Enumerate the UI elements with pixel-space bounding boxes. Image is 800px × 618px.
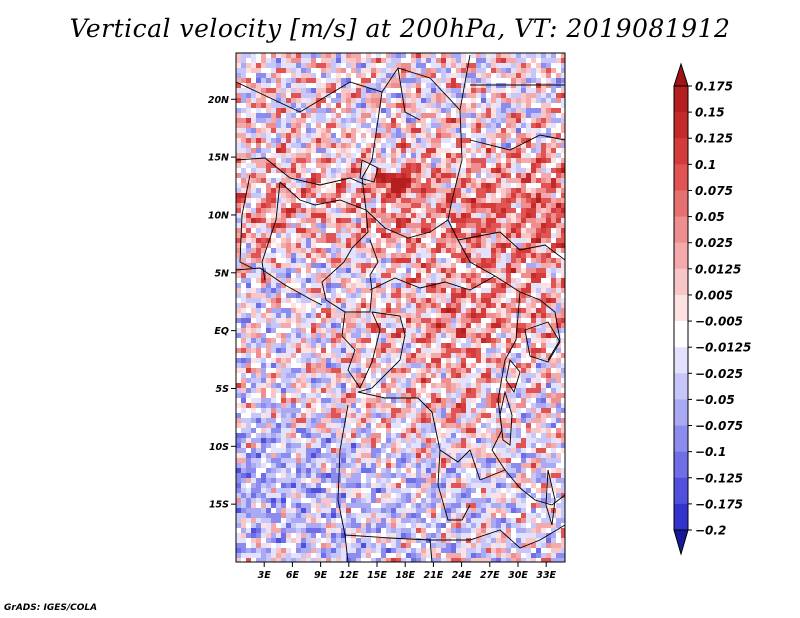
border-car-north bbox=[365, 209, 449, 239]
border-nigeria-cameroon bbox=[321, 209, 369, 301]
lat-tick-label: 5S bbox=[216, 384, 230, 395]
colorbar-segment bbox=[674, 138, 688, 165]
colorbar-label: 0.025 bbox=[695, 236, 733, 250]
border-lake-tanganyika bbox=[499, 390, 513, 446]
border-chad-sudan bbox=[447, 109, 521, 293]
colorbar-label: 0.125 bbox=[695, 132, 733, 146]
colorbar-label: 0.1 bbox=[695, 158, 716, 172]
colorbar-label: 0.05 bbox=[695, 210, 725, 224]
longitude-axis: 3E 6E 9E 12E 15E 18E 21E 24E 27E 30E 33E bbox=[258, 562, 557, 581]
lat-tick-label: 5N bbox=[214, 268, 229, 279]
colorbar-label: −0.075 bbox=[695, 419, 743, 433]
border-namibia-botswana bbox=[429, 539, 433, 562]
border-chad-libya bbox=[397, 67, 421, 121]
lon-tick-label: 9E bbox=[314, 570, 328, 581]
border-west-coast-south bbox=[337, 404, 349, 562]
colorbar: 0.175 0.15 0.125 0.1 0.075 0.05 0.025 0.0125 0.0… bbox=[673, 62, 751, 556]
border-south-sudan bbox=[457, 231, 565, 261]
border-drc-east bbox=[491, 291, 521, 471]
colorbar-label: −0.025 bbox=[695, 367, 743, 381]
colorbar-segment bbox=[674, 477, 688, 505]
border-angola-namibia bbox=[344, 524, 565, 549]
lat-tick-label: 15N bbox=[208, 153, 229, 164]
colorbar-segment bbox=[674, 190, 688, 218]
lat-tick-label: 10S bbox=[209, 442, 229, 453]
lon-tick-label: 6E bbox=[286, 570, 300, 581]
lon-tick-label: 27E bbox=[480, 570, 500, 581]
colorbar-label: −0.175 bbox=[695, 497, 743, 511]
lat-tick-label: 20N bbox=[208, 95, 229, 106]
border-nigeria-north bbox=[279, 181, 367, 211]
colorbar-frame bbox=[673, 85, 689, 531]
border-uganda-kenya bbox=[519, 291, 561, 361]
colorbar-segment bbox=[674, 216, 688, 244]
colorbar-segment bbox=[674, 503, 688, 531]
lon-tick-label: 30E bbox=[508, 570, 528, 581]
border-gabon-congo bbox=[341, 311, 381, 389]
lon-tick-label: 18E bbox=[395, 570, 415, 581]
colorbar-segment bbox=[674, 112, 688, 139]
border-car-south bbox=[369, 275, 496, 291]
colorbar-label: −0.125 bbox=[695, 471, 743, 485]
colorbar-top-cap bbox=[673, 62, 689, 87]
colorbar-label: 0.175 bbox=[695, 80, 733, 94]
colorbar-label: 0.005 bbox=[695, 288, 733, 302]
lon-tick-label: 24E bbox=[452, 570, 472, 581]
lon-tick-label: 12E bbox=[339, 570, 359, 581]
colorbar-segment bbox=[674, 86, 688, 113]
colorbar-segment bbox=[674, 268, 688, 296]
border-benin-togo bbox=[261, 181, 281, 281]
border-angola-zambia bbox=[437, 449, 471, 521]
border-niger-chad bbox=[361, 91, 383, 211]
chart-title: Vertical velocity [m/s] at 200hPa, VT: 2… bbox=[69, 14, 731, 43]
colorbar-segment bbox=[674, 321, 688, 348]
lon-tick-label: 33E bbox=[536, 570, 556, 581]
colorbar-label: −0.0125 bbox=[695, 341, 751, 355]
country-borders bbox=[236, 54, 565, 562]
colorbar-segment bbox=[674, 451, 688, 479]
colorbar-segment bbox=[674, 373, 688, 400]
colorbar-bottom-cap bbox=[673, 529, 689, 556]
velocity-field bbox=[236, 53, 565, 562]
border-drc-angola bbox=[357, 391, 481, 481]
border-lake-chad bbox=[359, 159, 379, 183]
border-ghana bbox=[239, 174, 253, 269]
border-sahara-north bbox=[236, 54, 471, 113]
map-frame bbox=[235, 52, 566, 563]
border-sudan-east bbox=[469, 134, 565, 151]
lat-tick-label: 15S bbox=[209, 500, 229, 511]
border-congo-drc bbox=[357, 311, 406, 393]
lon-tick-label: 3E bbox=[258, 570, 272, 581]
colorbar-label: 0.15 bbox=[695, 106, 725, 120]
colorbar-segment bbox=[674, 347, 688, 374]
border-coast-gulf bbox=[236, 267, 323, 306]
colorbar-segment bbox=[674, 425, 688, 453]
lat-tick-label: 10N bbox=[208, 210, 229, 221]
border-lake-kivu bbox=[505, 358, 521, 394]
colorbar-segment bbox=[674, 164, 688, 191]
colorbar-label: −0.005 bbox=[695, 315, 743, 329]
colorbar-segment bbox=[674, 294, 688, 322]
grads-credit: GrADS: IGES/COLA bbox=[4, 603, 98, 613]
colorbar-label: −0.1 bbox=[695, 445, 726, 459]
colorbar-segment bbox=[674, 399, 688, 427]
lon-tick-label: 21E bbox=[424, 570, 444, 581]
colorbar-segment bbox=[674, 242, 688, 270]
latitude-axis: 20N 15N 10N 5N EQ 5S 10S 15S bbox=[208, 95, 236, 511]
colorbar-label: 0.075 bbox=[695, 184, 733, 198]
border-sahel-west bbox=[236, 157, 367, 186]
border-lake-malawi bbox=[545, 469, 556, 526]
lat-tick-label: EQ bbox=[214, 326, 229, 337]
border-lake-victoria bbox=[524, 321, 561, 363]
colorbar-label: −0.2 bbox=[695, 524, 726, 538]
lon-tick-label: 15E bbox=[367, 570, 387, 581]
colorbar-label: 0.0125 bbox=[695, 262, 741, 276]
colorbar-label: −0.05 bbox=[695, 393, 735, 407]
